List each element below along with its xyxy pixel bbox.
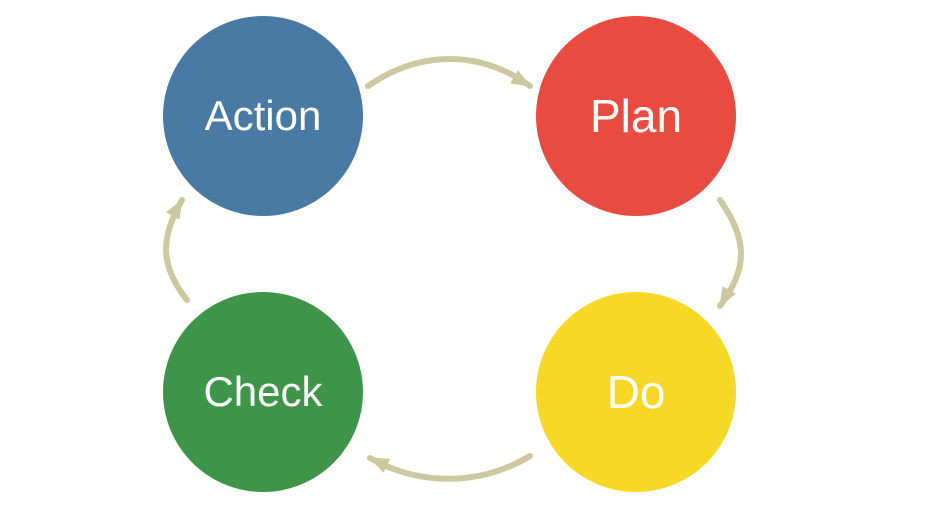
node-check: Check <box>163 292 363 492</box>
arrow-check-to-action <box>166 200 187 300</box>
arrowhead-check-to-action <box>167 197 188 220</box>
arrow-plan-to-do <box>720 200 741 306</box>
node-do-label: Do <box>607 369 666 415</box>
arrowhead-action-to-plan <box>511 71 534 92</box>
arrowhead-plan-to-do <box>714 287 735 310</box>
node-check-label: Check <box>203 371 322 413</box>
node-action-label: Action <box>205 95 322 137</box>
node-plan-label: Plan <box>590 93 682 139</box>
arrow-do-to-check <box>370 456 530 479</box>
arrowhead-do-to-check <box>367 452 389 472</box>
arrow-action-to-plan <box>368 59 530 86</box>
node-action: Action <box>163 16 363 216</box>
node-do: Do <box>536 292 736 492</box>
cycle-arrows-layer <box>0 0 930 516</box>
pdca-cycle-diagram: Action Plan Do Check <box>0 0 930 516</box>
node-plan: Plan <box>536 16 736 216</box>
